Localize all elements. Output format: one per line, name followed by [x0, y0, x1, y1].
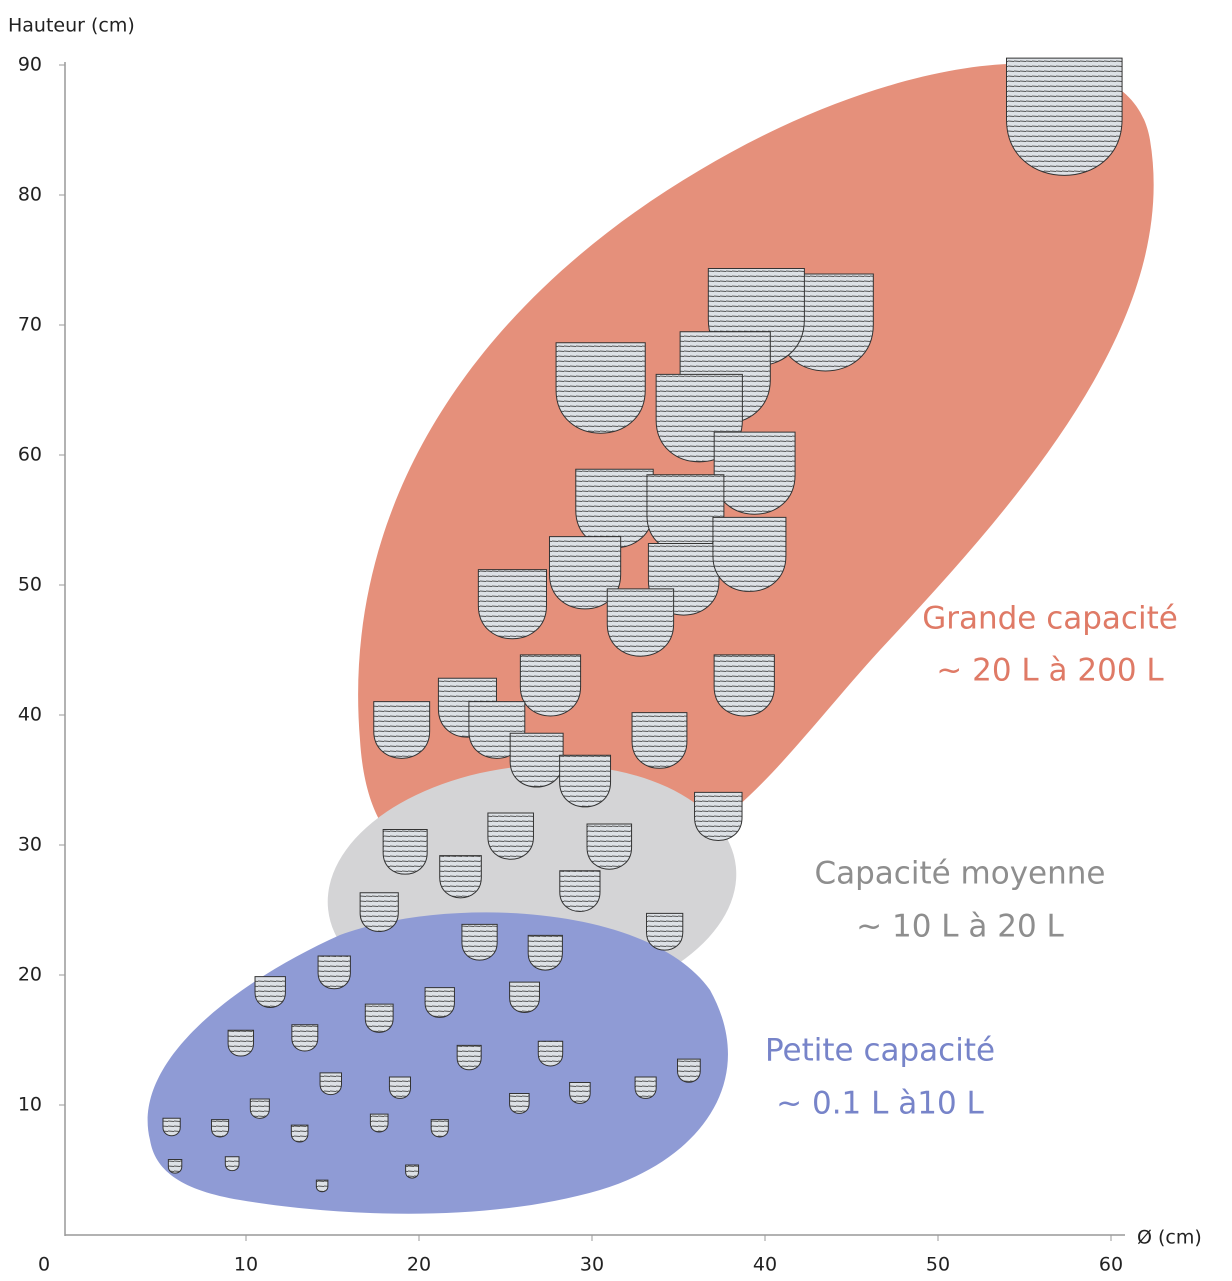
y-tick-label: 60	[18, 444, 42, 466]
y-tick-label: 30	[18, 834, 42, 856]
vessel	[373, 701, 431, 759]
vessel	[569, 1082, 591, 1104]
x-axis-label: Ø (cm)	[1137, 1227, 1202, 1249]
y-tick-label: 70	[18, 314, 42, 336]
vessel	[317, 955, 351, 990]
vessel	[439, 855, 482, 899]
vessel	[315, 1179, 329, 1193]
vessel	[254, 976, 286, 1008]
vessel	[461, 923, 498, 961]
x-tick-label: 50	[926, 1254, 950, 1276]
vessel	[509, 732, 564, 788]
vessel	[527, 934, 563, 971]
y-tick-label: 20	[18, 964, 42, 986]
vessel	[646, 474, 725, 554]
x-tick-label: 0	[38, 1254, 50, 1276]
vessel	[606, 588, 675, 657]
vessel	[388, 1076, 412, 1099]
y-tick-label: 80	[18, 184, 42, 206]
vessel	[559, 870, 601, 913]
vessel	[167, 1159, 183, 1174]
vessel	[291, 1024, 319, 1052]
group-label: Grande capacité	[922, 601, 1178, 637]
group-label: ~ 0.1 L à10 L	[776, 1086, 984, 1122]
vessel	[359, 892, 399, 932]
group-label: Capacité moyenne	[814, 856, 1105, 892]
vessel	[713, 431, 796, 515]
group-label: Petite capacité	[765, 1033, 995, 1069]
y-tick-label: 40	[18, 704, 42, 726]
y-tick-label: 10	[18, 1094, 42, 1116]
vessel	[509, 1093, 530, 1114]
x-tick-label: 60	[1099, 1254, 1123, 1276]
vessel	[369, 1113, 389, 1133]
vessel	[631, 712, 688, 769]
vessel	[364, 1003, 394, 1033]
vessel	[537, 1040, 564, 1067]
vessel	[1006, 57, 1123, 176]
group-label: ~ 20 L à 200 L	[936, 653, 1164, 689]
vessel	[509, 981, 540, 1013]
vessel	[319, 1072, 343, 1096]
vessel	[487, 812, 534, 860]
vessel	[456, 1044, 482, 1071]
vessel	[559, 754, 612, 808]
vessel	[548, 536, 622, 610]
vessel	[677, 1058, 701, 1083]
group-label: ~ 10 L à 20 L	[856, 909, 1064, 945]
vessel	[382, 829, 428, 875]
vessel	[575, 468, 654, 549]
vessel	[249, 1098, 270, 1119]
vessel	[712, 516, 787, 592]
vessel	[694, 791, 743, 841]
x-tick-label: 40	[753, 1254, 777, 1276]
vessel	[227, 1029, 255, 1057]
vessel	[477, 569, 547, 640]
vessel	[405, 1164, 420, 1179]
vessel	[224, 1156, 240, 1172]
vessel	[290, 1124, 309, 1143]
vessel	[210, 1119, 230, 1138]
y-tick-label: 50	[18, 574, 42, 596]
vessel	[162, 1117, 181, 1137]
vessel	[424, 987, 455, 1018]
y-axis-label: Hauteur (cm)	[8, 15, 135, 37]
vessel	[586, 823, 633, 870]
x-tick-label: 30	[580, 1254, 604, 1276]
vessel	[519, 654, 582, 717]
vessel	[634, 1076, 657, 1099]
x-tick-label: 10	[234, 1254, 258, 1276]
vessel	[713, 654, 775, 717]
y-tick-label: 90	[18, 54, 42, 76]
vessel	[430, 1119, 449, 1138]
vessel	[555, 342, 646, 434]
x-tick-label: 20	[407, 1254, 431, 1276]
vessel	[646, 912, 684, 951]
